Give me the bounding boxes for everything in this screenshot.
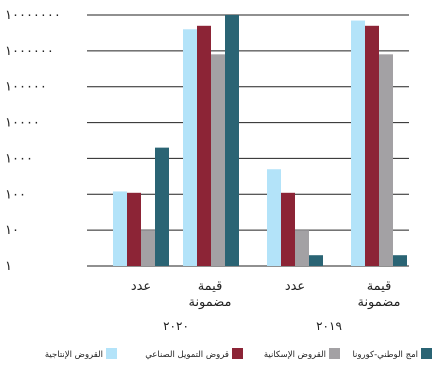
legend-label: القروض الإسكانية: [264, 350, 326, 360]
bar: [281, 192, 295, 266]
y-tick-label: ١٠٠٠: [5, 151, 33, 166]
legend-swatch: [106, 348, 117, 359]
bar: [309, 255, 323, 266]
y-tick-label: ١٠٠٠٠٠٠٠: [5, 8, 61, 23]
bar: [379, 54, 393, 266]
y-tick-label: ١٠٠٠٠٠٠: [5, 44, 54, 59]
legend-swatch: [421, 348, 432, 359]
bar: [183, 29, 197, 266]
legend-swatch: [232, 348, 243, 359]
category-label: عدد: [131, 279, 151, 294]
bar: [113, 191, 127, 266]
y-tick-label: ١٠٠٠٠: [5, 116, 40, 131]
category-label: قيمة: [198, 279, 223, 294]
bar: [225, 15, 239, 266]
category-label: عدد: [285, 279, 305, 294]
bar: [127, 192, 141, 266]
bar: [393, 255, 407, 266]
bar: [267, 169, 281, 266]
bar: [155, 147, 169, 266]
legend-label: قروض التمويل الصناعي: [145, 350, 229, 360]
category-label: مضمونة: [357, 295, 400, 310]
group-label: ٢٠١٩: [316, 319, 342, 333]
bar: [365, 25, 379, 267]
category-label: قيمة: [367, 279, 392, 294]
legend-swatch: [329, 348, 340, 359]
y-tick-label: ١٠: [5, 223, 19, 238]
bar: [211, 54, 225, 266]
legend: القروض الإنتاجية قروض التمويل الصناعي القر…: [45, 348, 432, 360]
y-tick-label: ١٠٠: [5, 187, 26, 202]
group-label: ٢٠٢٠: [163, 319, 189, 333]
legend-label: امج الوطني-كورونا: [352, 350, 418, 360]
group-labels: ٢٠٢٠ ٢٠١٩: [163, 319, 342, 333]
bar: [141, 230, 155, 266]
y-tick-label: ١: [5, 259, 12, 274]
category-label: مضمونة: [188, 295, 231, 310]
y-tick-label: ١٠٠٠٠٠: [5, 80, 47, 95]
bars: [113, 15, 407, 267]
legend-label: القروض الإنتاجية: [45, 350, 103, 360]
bar: [295, 230, 309, 266]
y-axis-ticks: ١٠٠٠٠٠٠٠ ١٠٠٠٠٠٠ ١٠٠٠٠٠ ١٠٠٠٠ ١٠٠٠ ١٠٠ ١٠ ١: [5, 8, 61, 274]
bar: [197, 25, 211, 267]
bar: [351, 20, 365, 267]
